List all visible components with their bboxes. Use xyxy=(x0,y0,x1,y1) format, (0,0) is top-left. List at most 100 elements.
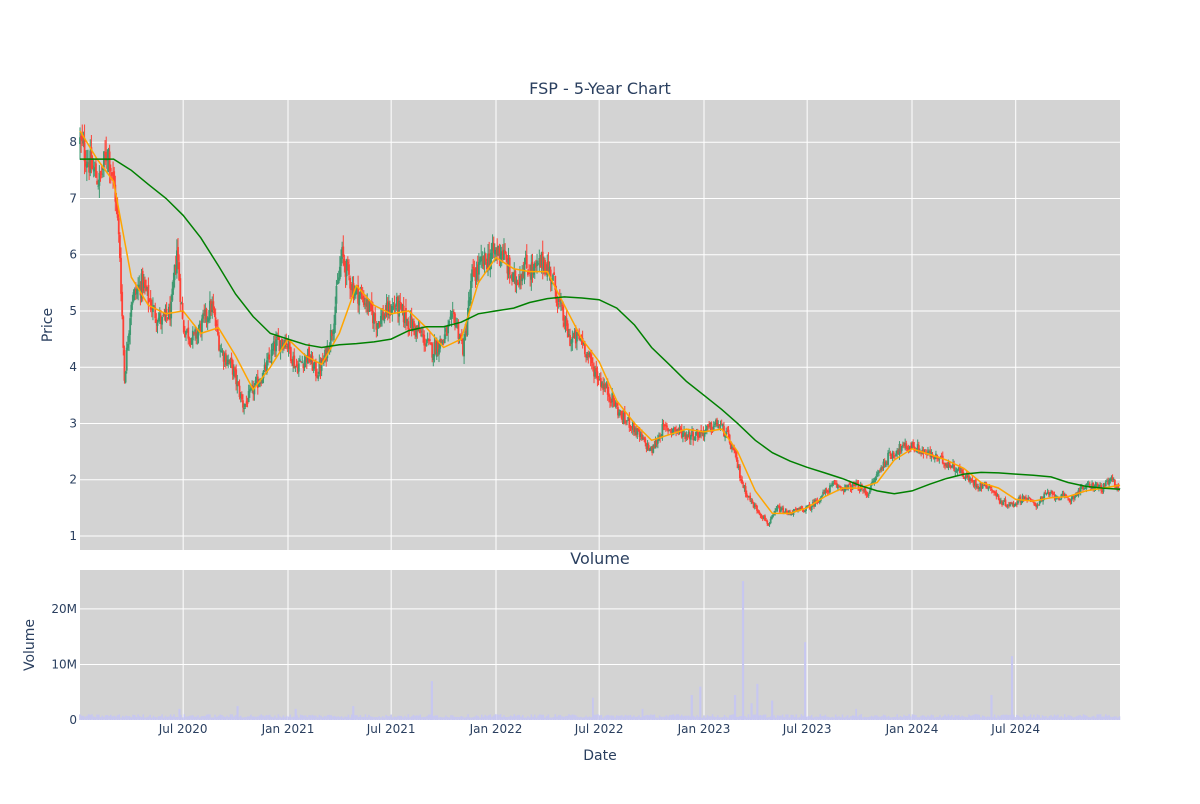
candle-body-increasing xyxy=(888,452,891,454)
candle-body-increasing xyxy=(871,481,874,484)
candle-body-increasing xyxy=(904,442,907,446)
candle-body-decreasing xyxy=(407,321,410,330)
candle-body-increasing xyxy=(106,159,109,161)
volume-bar xyxy=(169,714,172,720)
candle-body-increasing xyxy=(133,288,136,296)
volume-bar xyxy=(877,716,880,720)
candle-body-increasing xyxy=(540,252,543,266)
candle-body-decreasing xyxy=(238,385,241,398)
candle-body-increasing xyxy=(359,292,362,295)
volume-bar xyxy=(722,717,724,720)
candle-body-increasing xyxy=(276,337,279,339)
candle-body-decreasing xyxy=(178,262,181,281)
volume-bar xyxy=(663,716,666,720)
candle-body-increasing xyxy=(646,443,649,450)
volume-bar xyxy=(773,715,775,720)
candle-body-increasing xyxy=(1110,477,1113,479)
volume-bar xyxy=(489,714,492,720)
candle-body-decreasing xyxy=(834,483,837,485)
candle-body-decreasing xyxy=(562,306,565,321)
candle-body-decreasing xyxy=(628,417,631,428)
candle-body-decreasing xyxy=(630,426,633,429)
candle-body-increasing xyxy=(326,345,329,359)
candle-body-decreasing xyxy=(937,457,940,459)
price-y-tick-label: 6 xyxy=(69,248,77,262)
volume-bar xyxy=(928,716,931,720)
candle-body-increasing xyxy=(79,137,81,145)
candle-body-increasing xyxy=(158,313,161,319)
volume-bar xyxy=(537,715,539,720)
candle-body-decreasing xyxy=(585,354,587,358)
volume-bar xyxy=(622,716,625,720)
candle-body-increasing xyxy=(467,300,470,317)
candle-body-decreasing xyxy=(155,319,158,324)
candle-body-increasing xyxy=(304,355,307,362)
volume-bar xyxy=(1082,714,1085,720)
volume-bar xyxy=(333,715,336,720)
candle-body-increasing xyxy=(1116,485,1119,489)
volume-bar xyxy=(826,716,828,720)
candle-body-decreasing xyxy=(370,301,373,311)
volume-bar xyxy=(828,716,830,720)
candle-body-increasing xyxy=(243,407,246,410)
candle-body-decreasing xyxy=(778,505,781,513)
candle-body-decreasing xyxy=(278,340,281,352)
candle-body-increasing xyxy=(648,449,651,451)
candle-body-decreasing xyxy=(525,254,528,269)
candle-body-decreasing xyxy=(408,328,411,330)
candle-body-increasing xyxy=(1009,503,1011,507)
volume-bar xyxy=(947,714,950,720)
candle-body-decreasing xyxy=(974,479,977,487)
candle-body-decreasing xyxy=(555,289,558,303)
candle-body-increasing xyxy=(267,356,269,360)
volume-bar xyxy=(157,716,160,720)
price-y-tick-label: 2 xyxy=(69,473,77,487)
volume-bar xyxy=(392,717,394,720)
volume-bar xyxy=(82,715,85,720)
candle-body-increasing xyxy=(618,412,620,416)
volume-bar xyxy=(669,715,671,720)
volume-bar xyxy=(386,716,389,720)
candle-body-increasing xyxy=(447,324,450,334)
candle-body-increasing xyxy=(451,311,454,313)
volume-bar xyxy=(1053,714,1056,720)
volume-bar xyxy=(1101,716,1104,720)
candle-body-decreasing xyxy=(527,270,529,276)
candle-body-increasing xyxy=(172,279,175,290)
candle-body-increasing xyxy=(1063,494,1066,496)
volume-bar xyxy=(670,714,673,720)
candle-body-increasing xyxy=(392,306,395,309)
volume-bar xyxy=(933,717,936,720)
candle-body-increasing xyxy=(415,326,418,337)
volume-bar xyxy=(968,714,970,720)
volume-bar xyxy=(415,715,418,720)
candle-body-increasing xyxy=(772,514,774,518)
candle-body-increasing xyxy=(1079,485,1082,492)
candle-body-decreasing xyxy=(325,348,328,361)
candle-body-decreasing xyxy=(666,425,668,428)
candle-body-increasing xyxy=(425,343,428,347)
candle-body-increasing xyxy=(332,331,334,334)
candle-body-increasing xyxy=(631,420,634,430)
volume-bar xyxy=(248,716,251,720)
candle-body-increasing xyxy=(780,509,782,512)
volume-bar xyxy=(610,715,613,720)
candle-body-decreasing xyxy=(856,481,859,484)
candle-body-decreasing xyxy=(222,353,225,362)
candle-body-increasing xyxy=(450,313,453,318)
volume-bar xyxy=(190,715,192,720)
candle-body-increasing xyxy=(239,393,242,399)
candle-body-decreasing xyxy=(756,505,758,511)
volume-bar xyxy=(824,714,827,720)
candle-body-increasing xyxy=(829,485,831,493)
volume-bar xyxy=(740,716,743,720)
volume-bar xyxy=(730,714,733,720)
candle-body-increasing xyxy=(784,510,787,514)
volume-bar xyxy=(607,714,610,720)
volume-bar xyxy=(633,715,635,720)
candle-body-decreasing xyxy=(457,322,460,339)
volume-bar xyxy=(308,715,310,720)
volume-bar xyxy=(214,714,216,720)
candle-body-decreasing xyxy=(728,434,731,443)
volume-bar xyxy=(243,717,245,720)
